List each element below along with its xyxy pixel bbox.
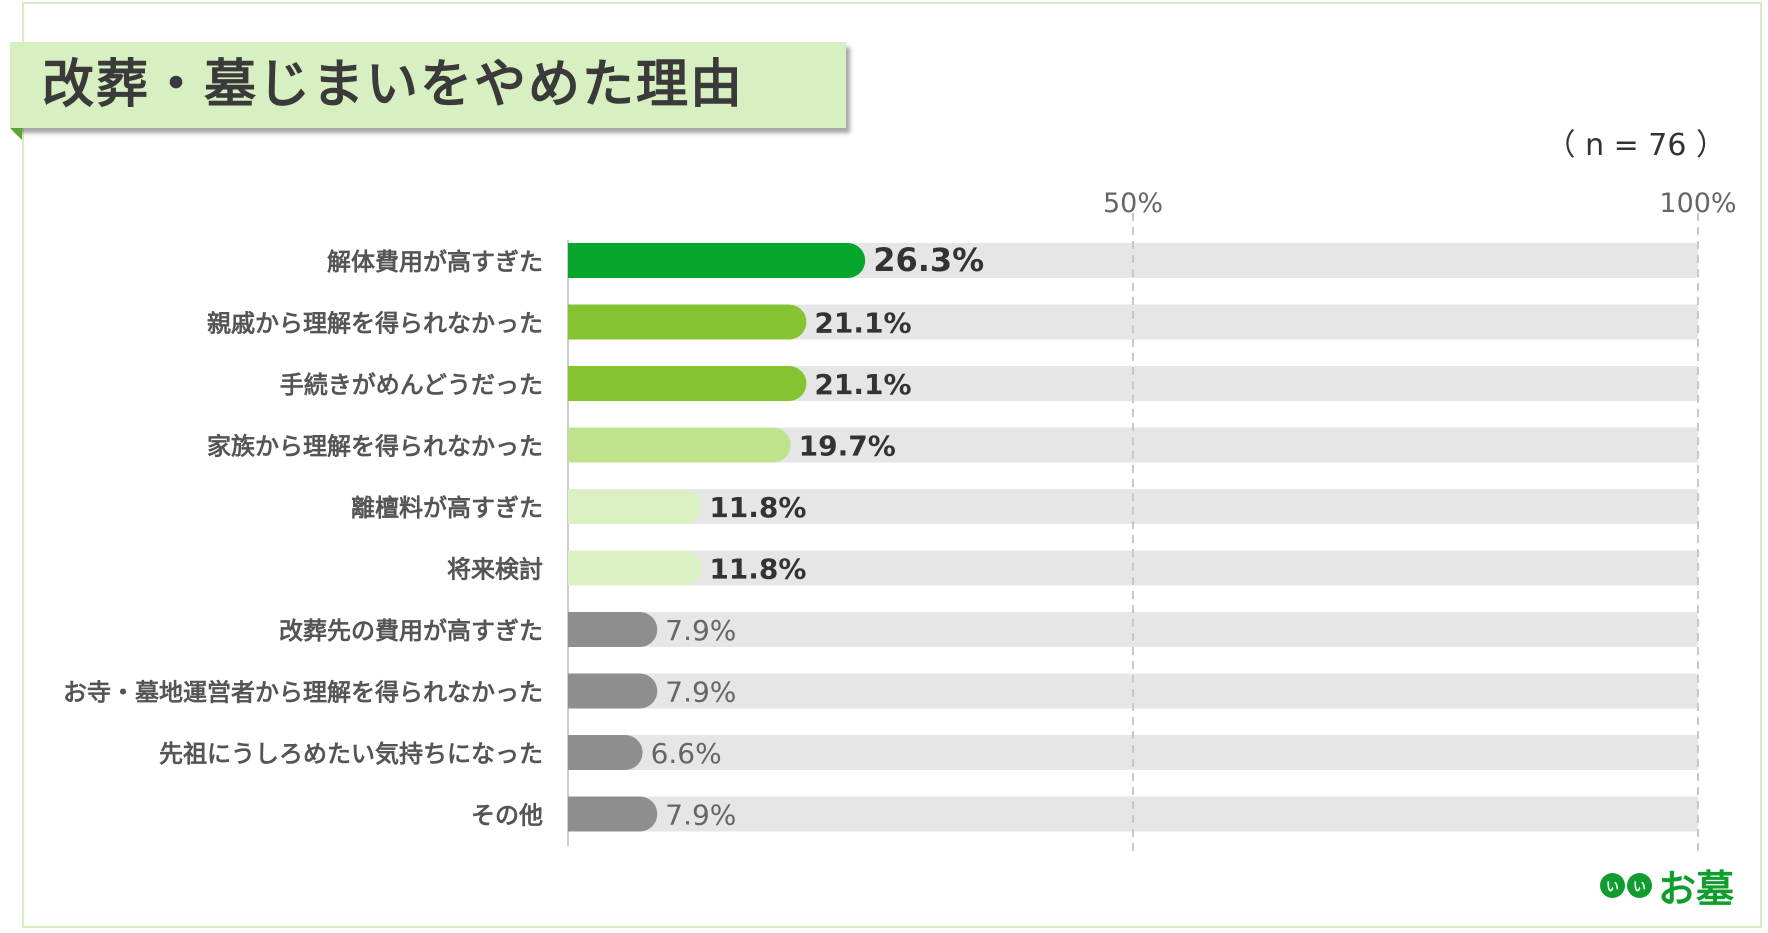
bar xyxy=(568,612,658,647)
value-label: 7.9% xyxy=(665,676,736,709)
bar xyxy=(568,735,643,770)
category-label: 解体費用が高すぎた xyxy=(327,248,543,276)
value-label: 6.6% xyxy=(651,737,722,770)
category-label: お寺・墓地運営者から理解を得られなかった xyxy=(63,679,543,707)
category-label: 親戚から理解を得られなかった xyxy=(207,310,543,338)
logo-text: お墓 xyxy=(1658,866,1735,911)
value-label: 21.1% xyxy=(814,307,911,340)
bar xyxy=(568,796,658,832)
value-label: 7.9% xyxy=(665,799,736,832)
value-label: 11.8% xyxy=(709,553,806,586)
category-label: 手続きがめんどうだった xyxy=(280,371,543,399)
x-tick-label: 50% xyxy=(1103,188,1163,219)
logo-badge-1: い xyxy=(1600,872,1625,898)
category-label: その他 xyxy=(471,802,543,830)
title-banner-fold xyxy=(10,128,22,140)
sample-size-label: （ n = 76 ） xyxy=(1545,128,1726,163)
bar xyxy=(568,304,807,340)
category-label: 家族から理解を得られなかった xyxy=(207,433,543,461)
title-banner xyxy=(10,42,846,128)
chart-title: 改葬・墓じまいをやめた理由 xyxy=(42,55,745,115)
bar xyxy=(568,427,791,463)
bar-track xyxy=(568,612,1698,647)
category-label: 離檀料が高すぎた xyxy=(351,494,543,522)
chart-frame xyxy=(22,2,1762,928)
category-label: 将来検討 xyxy=(447,556,543,584)
category-label: 改葬先の費用が高すぎた xyxy=(279,617,543,645)
bar xyxy=(568,550,702,586)
x-tick-label: 100% xyxy=(1659,188,1736,219)
value-label: 19.7% xyxy=(799,430,896,463)
value-label: 7.9% xyxy=(665,614,736,647)
bar xyxy=(568,489,702,524)
bar xyxy=(568,243,866,278)
category-label: 先祖にうしろめたい気持ちになった xyxy=(159,740,543,768)
bar xyxy=(568,366,807,401)
value-label: 26.3% xyxy=(873,241,984,279)
value-label: 11.8% xyxy=(709,491,806,524)
bar xyxy=(568,673,658,709)
logo-badge-2: い xyxy=(1627,872,1652,898)
value-label: 21.1% xyxy=(814,368,911,401)
brand-logo: い い お墓 xyxy=(1600,862,1734,911)
